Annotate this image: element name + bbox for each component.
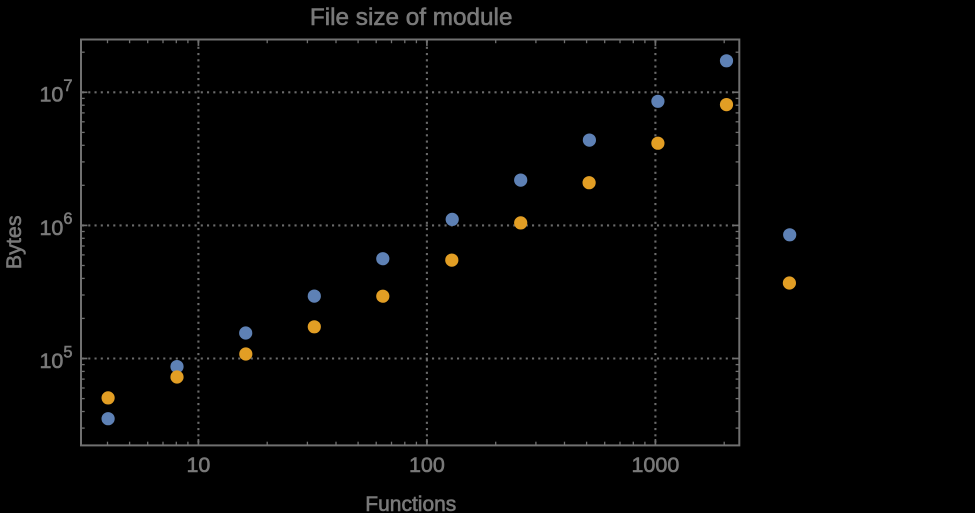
svg-text:Bytes: Bytes bbox=[2, 215, 26, 269]
svg-text:100: 100 bbox=[409, 453, 445, 477]
svg-text:Functions: Functions bbox=[365, 493, 456, 513]
svg-text:1000: 1000 bbox=[631, 453, 679, 477]
svg-text:File size of module: File size of module bbox=[310, 4, 513, 31]
svg-text:10: 10 bbox=[186, 453, 210, 477]
